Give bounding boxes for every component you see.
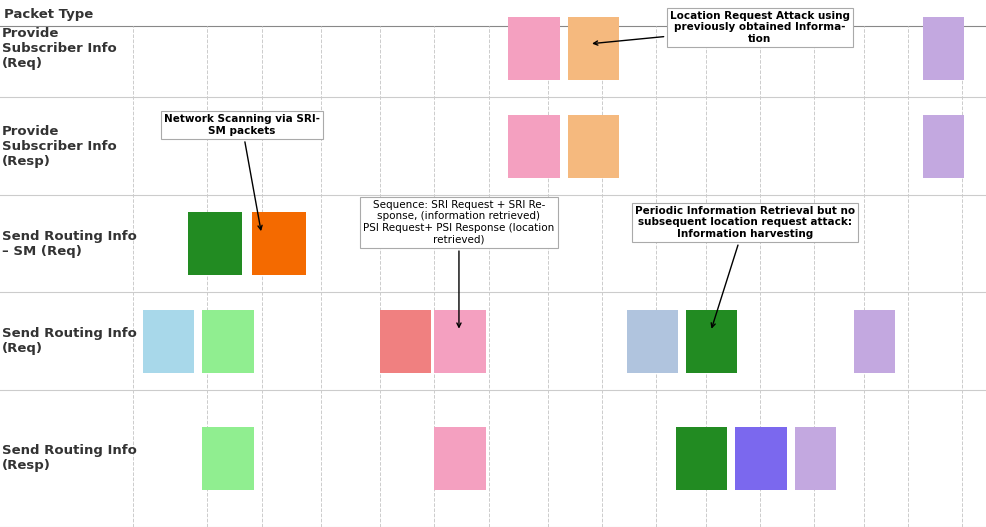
Bar: [508, 115, 559, 178]
Text: Send Routing Info
(Resp): Send Routing Info (Resp): [2, 444, 137, 473]
Bar: [922, 115, 963, 178]
Bar: [675, 427, 727, 490]
Bar: [685, 310, 737, 373]
Bar: [567, 17, 618, 81]
Bar: [922, 17, 963, 81]
Bar: [626, 310, 677, 373]
Bar: [434, 310, 485, 373]
Bar: [202, 310, 253, 373]
Bar: [251, 212, 306, 275]
Bar: [735, 427, 786, 490]
Text: Periodic Information Retrieval but no
subsequent location request attack:
Inform: Periodic Information Retrieval but no su…: [634, 206, 855, 327]
Bar: [567, 115, 618, 178]
Bar: [202, 427, 253, 490]
Bar: [434, 427, 485, 490]
Text: Provide
Subscriber Info
(Resp): Provide Subscriber Info (Resp): [2, 125, 116, 168]
Bar: [187, 212, 242, 275]
Bar: [508, 17, 559, 81]
Bar: [143, 310, 194, 373]
Text: Sequence: SRI Request + SRI Re-
sponse, (information retrieved)
PSI Request+ PSI: Sequence: SRI Request + SRI Re- sponse, …: [363, 200, 554, 327]
Bar: [380, 310, 431, 373]
Text: Network Scanning via SRI-
SM packets: Network Scanning via SRI- SM packets: [164, 114, 319, 230]
Bar: [794, 427, 835, 490]
Text: Provide
Subscriber Info
(Req): Provide Subscriber Info (Req): [2, 27, 116, 70]
Text: Location Request Attack using
previously obtained Informa-
tion: Location Request Attack using previously…: [593, 11, 849, 45]
Text: Send Routing Info
– SM (Req): Send Routing Info – SM (Req): [2, 230, 137, 258]
Bar: [853, 310, 894, 373]
Text: Packet Type: Packet Type: [4, 8, 93, 21]
Text: Send Routing Info
(Req): Send Routing Info (Req): [2, 327, 137, 355]
